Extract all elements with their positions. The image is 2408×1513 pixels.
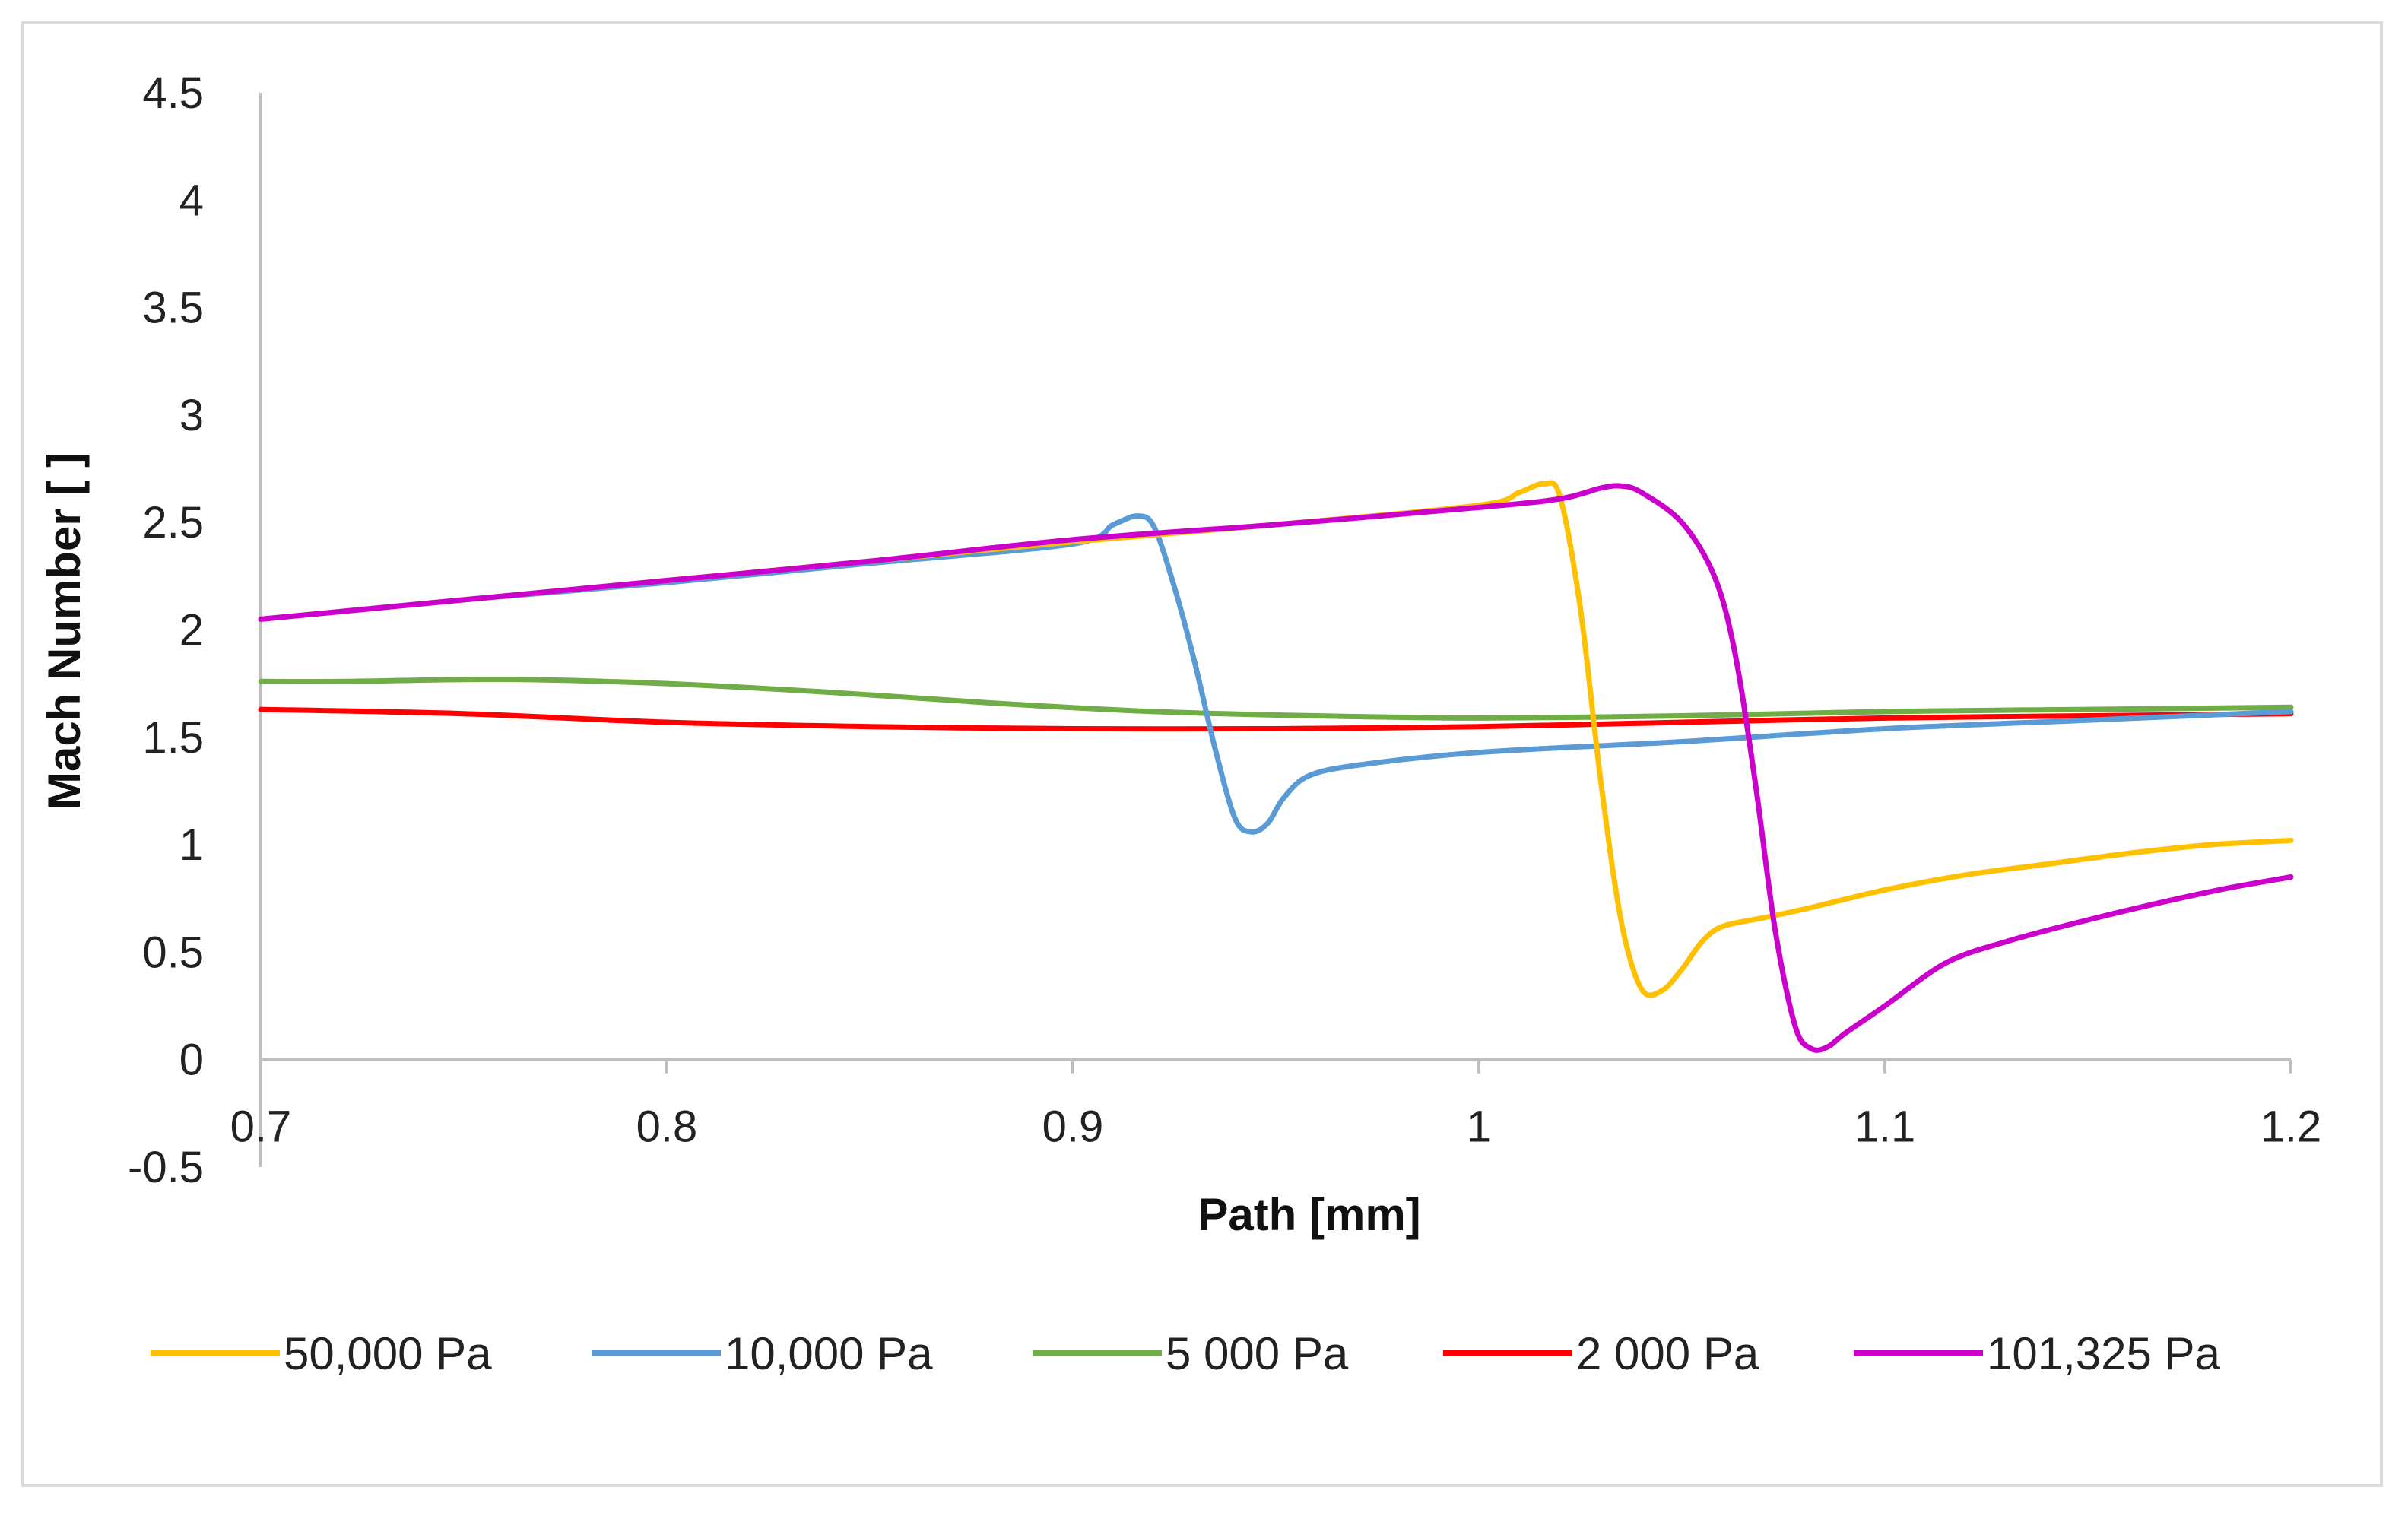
series-line-5-000-pa [258, 676, 2294, 721]
y-axis-title: Mach Number [ ] [39, 452, 90, 810]
x-tick-label: 0.7 [230, 1102, 292, 1152]
legend-label: 2 000 Pa [1576, 1328, 1759, 1379]
series-line-2-000-pa [258, 706, 2294, 732]
legend-label: 5 000 Pa [1166, 1328, 1349, 1379]
legend-label: 50,000 Pa [284, 1328, 492, 1379]
y-tick-label: 3.5 [142, 284, 204, 333]
y-tick-label: 0 [179, 1036, 204, 1085]
y-tick-label: 3 [179, 391, 204, 440]
series-line-50-000-pa [258, 480, 2294, 998]
x-tick-label: 1.1 [1854, 1102, 1916, 1152]
y-tick-label: 4.5 [142, 68, 204, 118]
x-tick-label: 1.2 [2260, 1102, 2322, 1152]
y-tick-label: 1.5 [142, 713, 204, 763]
x-axis-title: Path [mm] [1198, 1189, 1420, 1240]
y-tick-label: 2 [179, 606, 204, 655]
y-tick-label: -0.5 [128, 1143, 204, 1192]
y-tick-label: 2.5 [142, 498, 204, 547]
x-tick-label: 0.9 [1042, 1102, 1104, 1152]
y-axis-ticks: -0.5 0 0.5 1 1.5 2 2.5 3 3.5 4 4.5 [128, 68, 204, 1192]
axes [259, 93, 2291, 1167]
x-tick-label: 0.8 [636, 1102, 698, 1152]
series-line-101-325-pa [258, 483, 2294, 1053]
x-tick-label: 1 [1467, 1102, 1491, 1152]
y-tick-label: 1 [179, 820, 204, 870]
legend-label: 10,000 Pa [725, 1328, 933, 1379]
y-tick-label: 0.5 [142, 928, 204, 977]
y-tick-label: 4 [179, 176, 204, 225]
x-axis-ticks: 0.7 0.8 0.9 1 1.1 1.2 [230, 1059, 2322, 1152]
legend-label: 101,325 Pa [1987, 1328, 2221, 1379]
chart-frame [21, 21, 2383, 1487]
legend: 50,000 Pa 10,000 Pa 5 000 Pa 2 000 Pa 101,32… [151, 1328, 2221, 1379]
series-line-10-000-pa [258, 513, 2294, 835]
series-lines [258, 480, 2294, 1053]
